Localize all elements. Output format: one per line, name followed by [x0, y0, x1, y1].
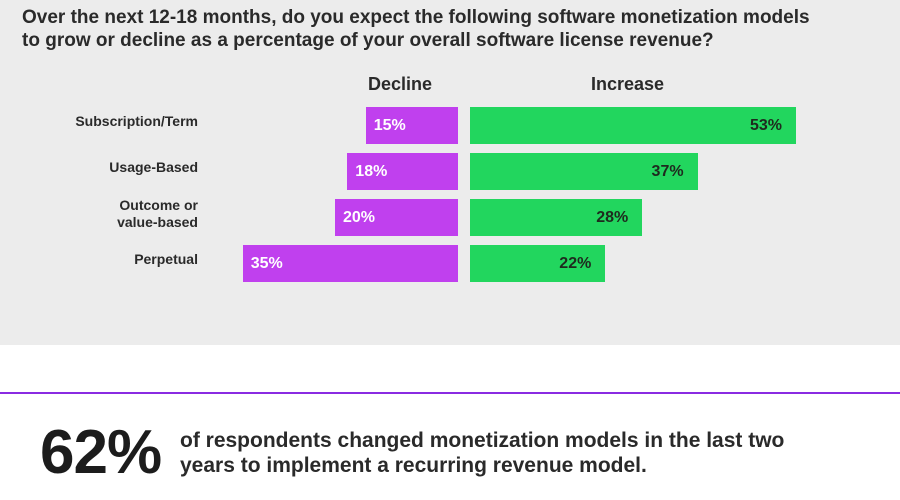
question-line-1: Over the next 12-18 months, do you expec… — [22, 7, 810, 28]
increase-value-label-perpetual: 22% — [559, 255, 592, 272]
decline-value-label-perpetual: 35% — [250, 255, 283, 272]
category-label-outcome-or-value-based: Outcome or value-based — [117, 196, 198, 230]
category-label-usage-based: Usage-Based — [109, 159, 198, 175]
category-label-perpetual: Perpetual — [134, 251, 198, 267]
increase-value-label-subscription-term: 53% — [749, 117, 782, 134]
increase-value-label-outcome-or-value-based: 28% — [596, 209, 629, 226]
category-label-subscription-term: Subscription/Term — [75, 113, 198, 129]
decline-value-label-usage-based: 18% — [355, 163, 388, 180]
survey-chart-panel: Over the next 12-18 months, do you expec… — [0, 0, 900, 345]
decline-column-header: Decline — [368, 74, 433, 94]
decline-bar-outcome-or-value-based — [335, 199, 458, 236]
increase-bar-subscription-term — [470, 107, 796, 144]
decline-value-label-outcome-or-value-based: 20% — [343, 209, 376, 226]
decline-bar-perpetual — [242, 245, 458, 282]
decline-bar-usage-based — [347, 153, 458, 190]
question-line-2: to grow or decline as a percentage of yo… — [22, 30, 714, 51]
increase-column-header: Increase — [591, 74, 665, 94]
increase-bar-usage-based — [470, 153, 698, 190]
stat-line-1: of respondents changed monetization mode… — [180, 429, 785, 452]
increase-bar-outcome-or-value-based — [470, 199, 643, 236]
stat-description: of respondents changed monetization mode… — [180, 428, 880, 478]
stat-line-2: years to implement a recurring revenue m… — [180, 454, 647, 477]
decline-value-label-subscription-term: 15% — [373, 117, 406, 134]
increase-value-label-usage-based: 37% — [651, 163, 684, 180]
stat-number: 62% — [40, 418, 162, 487]
increase-bar-perpetual — [470, 245, 606, 282]
section-divider — [0, 392, 900, 394]
decline-bar-subscription-term — [365, 107, 458, 144]
survey-question: Over the next 12-18 months, do you expec… — [22, 6, 882, 52]
